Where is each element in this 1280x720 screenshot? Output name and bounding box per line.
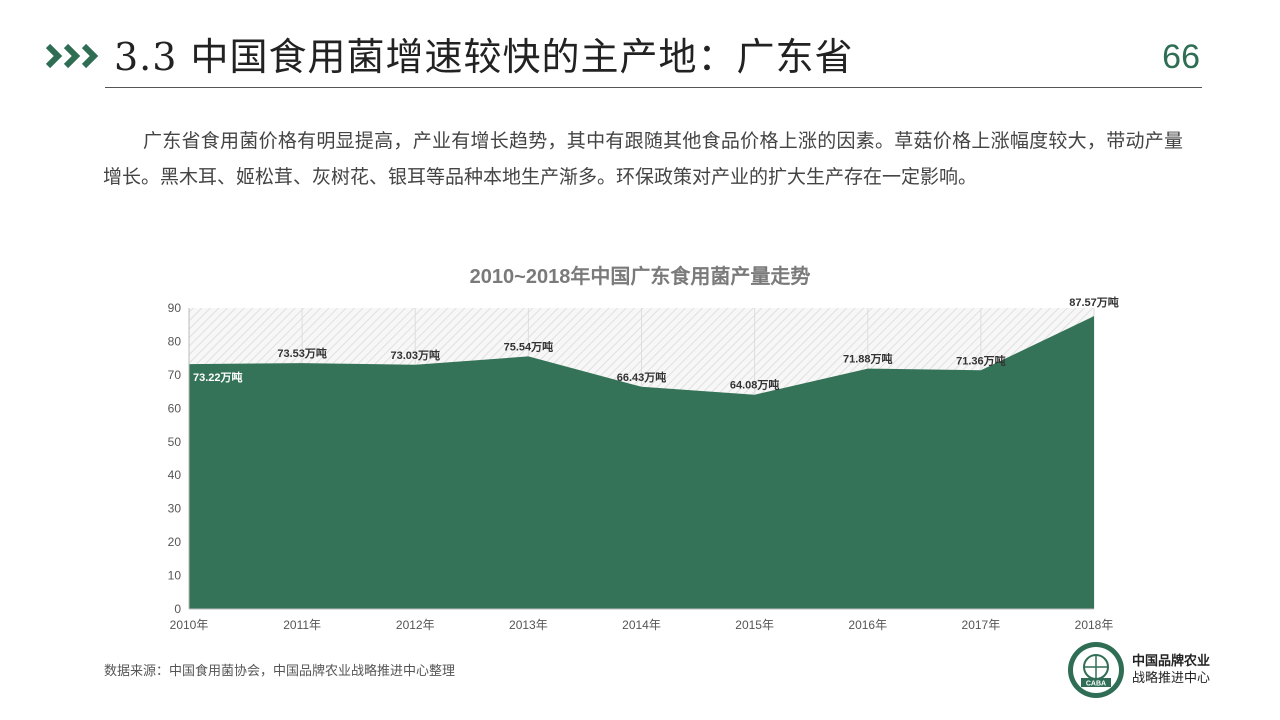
data-label: 71.36万吨 <box>956 353 1006 367</box>
page-title: 3.3 中国食用菌增速较快的主产地：广东省 <box>114 35 854 79</box>
x-tick-label: 2015年 <box>735 618 774 632</box>
chart-title: 2010~2018年中国广东食用菌产量走势 <box>469 266 811 288</box>
y-tick-label: 70 <box>168 368 182 382</box>
logo-abbrev: CABA <box>1086 681 1106 688</box>
y-tick-label: 40 <box>168 468 182 482</box>
y-tick-label: 90 <box>168 301 182 315</box>
data-label: 73.22万吨 <box>193 370 243 384</box>
y-tick-label: 0 <box>174 602 181 616</box>
data-label: 75.54万吨 <box>504 339 554 353</box>
y-tick-label: 80 <box>168 334 182 348</box>
x-tick-label: 2011年 <box>283 618 321 632</box>
caba-logo: CABA <box>1068 642 1124 698</box>
logo-text: 中国品牌农业 战略推进中心 <box>1132 652 1210 686</box>
y-tick-label: 50 <box>168 435 182 449</box>
data-label: 71.88万吨 <box>843 352 893 366</box>
data-label: 73.03万吨 <box>390 348 440 362</box>
chevrons-icon <box>45 43 99 69</box>
logo-line1: 中国品牌农业 <box>1132 653 1211 668</box>
data-label: 66.43万吨 <box>617 370 667 384</box>
page-number: 66 <box>1162 38 1200 76</box>
x-tick-label: 2014年 <box>622 618 661 632</box>
data-source-note: 数据来源：中国食用菌协会，中国品牌农业战略推进中心整理 <box>104 663 456 678</box>
y-tick-label: 60 <box>168 401 182 415</box>
x-tick-label: 2013年 <box>509 618 548 632</box>
data-label: 64.08万吨 <box>730 378 780 392</box>
x-tick-label: 2016年 <box>848 618 887 632</box>
x-tick-label: 2010年 <box>170 618 209 632</box>
y-tick-label: 30 <box>168 502 182 516</box>
data-label: 87.57万吨 <box>1069 295 1119 309</box>
x-tick-label: 2017年 <box>962 618 1001 632</box>
x-tick-label: 2012年 <box>396 618 435 632</box>
description-paragraph: 广东省食用菌价格有明显提高，产业有增长趋势，其中有跟随其他食品价格上涨的因素。草… <box>103 131 1183 188</box>
header-divider <box>105 87 1202 88</box>
x-tick-label: 2018年 <box>1075 618 1114 632</box>
y-tick-label: 20 <box>168 535 182 549</box>
data-label: 73.53万吨 <box>277 346 327 360</box>
logo-line2: 战略推进中心 <box>1132 670 1211 685</box>
y-tick-label: 10 <box>168 569 182 583</box>
production-area-series <box>189 316 1094 609</box>
